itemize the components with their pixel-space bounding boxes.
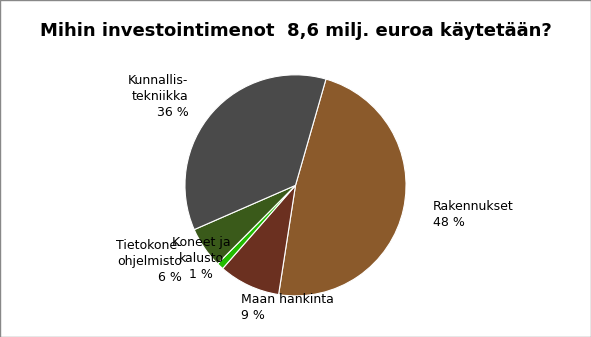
Text: Rakennukset
48 %: Rakennukset 48 % bbox=[433, 200, 514, 229]
Title: Mihin investointimenot  8,6 milj. euroa käytetään?: Mihin investointimenot 8,6 milj. euroa k… bbox=[40, 22, 551, 40]
Text: Maan hankinta
9 %: Maan hankinta 9 % bbox=[241, 293, 333, 322]
Text: Kunnallis-
tekniikka
36 %: Kunnallis- tekniikka 36 % bbox=[128, 74, 189, 119]
Wedge shape bbox=[185, 75, 326, 229]
Wedge shape bbox=[194, 185, 296, 264]
Text: Koneet ja
kalusto
1 %: Koneet ja kalusto 1 % bbox=[172, 236, 230, 281]
Wedge shape bbox=[223, 185, 296, 295]
Wedge shape bbox=[217, 185, 296, 269]
Wedge shape bbox=[278, 79, 406, 296]
Text: Tietokone-
ohjelmisto
6 %: Tietokone- ohjelmisto 6 % bbox=[116, 239, 182, 284]
